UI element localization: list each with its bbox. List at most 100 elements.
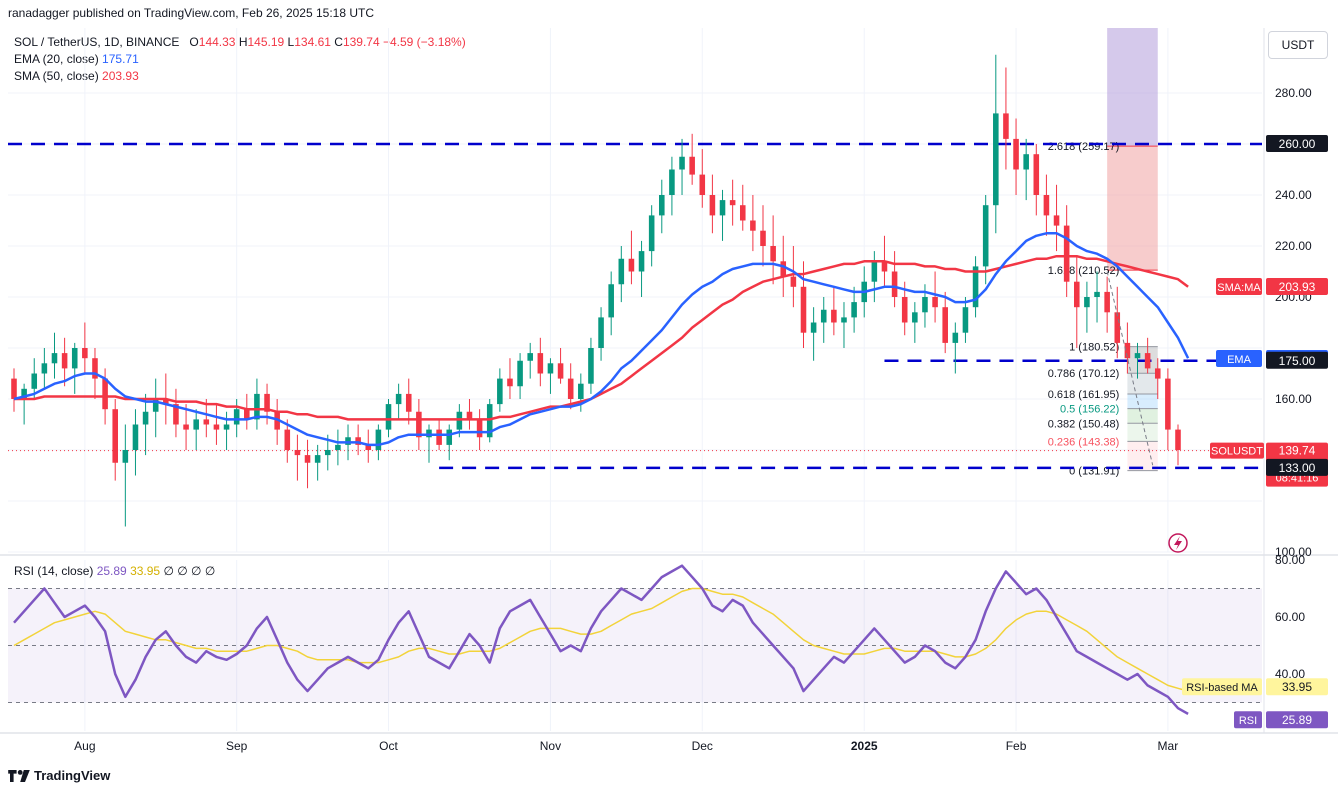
high-label: H xyxy=(238,35,248,49)
candle-body xyxy=(71,348,78,369)
rsi-legend: RSI (14, close) 25.89 33.95 ∅ ∅ ∅ ∅ xyxy=(14,564,215,578)
candle-body xyxy=(1175,429,1181,450)
candle-body xyxy=(294,450,301,456)
candle-body xyxy=(1033,154,1040,195)
candle-body xyxy=(841,317,847,323)
candle-body xyxy=(547,363,554,374)
candle-body xyxy=(21,388,27,399)
candle-body xyxy=(638,251,645,272)
candle-body xyxy=(233,409,240,425)
fib-retracement-band xyxy=(1127,408,1158,424)
fib-label: 0.5 (156.22) xyxy=(1060,404,1119,416)
candle-body xyxy=(416,411,422,438)
candle-body xyxy=(659,195,665,216)
rsi-value: 25.89 xyxy=(96,564,127,578)
rsi-price-value: 33.95 xyxy=(1282,680,1312,694)
candle-body xyxy=(254,393,260,420)
candle-body xyxy=(1134,353,1141,359)
level-price-label: 133.00 xyxy=(1279,461,1316,475)
open-value: 144.33 xyxy=(198,35,236,49)
candle-body xyxy=(608,284,614,318)
rsi-price-value: 25.89 xyxy=(1282,713,1312,727)
candle-body xyxy=(173,404,179,425)
rsi-name-label: RSI xyxy=(1239,715,1257,727)
candle-body xyxy=(132,424,139,450)
candle-body xyxy=(679,156,685,170)
candle-body xyxy=(1043,195,1050,216)
candle-body xyxy=(92,358,98,379)
fib-extension-zone xyxy=(1107,28,1158,147)
close-label: C xyxy=(334,35,343,49)
price-axis-label: 220.00 xyxy=(1275,239,1312,253)
candle-body xyxy=(972,266,979,308)
candle-body xyxy=(82,348,88,359)
time-axis-label: 2025 xyxy=(851,739,878,753)
fib-label: 0.236 (143.38) xyxy=(1048,436,1120,448)
symbol-label: SOL / TetherUS, 1D, BINANCE xyxy=(14,35,180,49)
candle-body xyxy=(476,419,483,438)
candle-body xyxy=(962,307,969,333)
rsi-line xyxy=(13,564,1189,715)
price-axis-label: 160.00 xyxy=(1275,392,1312,406)
candle-body xyxy=(1053,215,1060,226)
fib-target-zone xyxy=(1107,146,1158,271)
projection-line xyxy=(1106,271,1154,466)
candle-body xyxy=(1165,378,1171,430)
fib-label: 2.618 (259.17) xyxy=(1048,141,1120,153)
time-axis-label: Mar xyxy=(1158,739,1179,753)
indicator-name-tag xyxy=(1216,349,1262,367)
indicator-name-tag xyxy=(1216,277,1262,295)
low-value: 134.61 xyxy=(294,35,331,49)
price-axis-label: 280.00 xyxy=(1275,86,1312,100)
rsi-label: RSI (14, close) xyxy=(14,564,94,578)
candle-body xyxy=(1094,291,1100,297)
fib-label: 1.618 (210.52) xyxy=(1048,265,1120,277)
fib-retracement-band xyxy=(1127,441,1158,471)
candle-body xyxy=(780,261,787,277)
candle-body xyxy=(1003,113,1009,139)
candle-body xyxy=(790,276,797,287)
candle-body xyxy=(436,429,442,445)
fib-label: 1 (180.52) xyxy=(1069,342,1119,354)
candle-body xyxy=(719,200,726,216)
candle-body xyxy=(881,261,888,272)
symbol-tag xyxy=(1210,442,1264,459)
price-axis-label: 100.00 xyxy=(1275,545,1312,559)
candle-body xyxy=(163,399,169,405)
candle-body xyxy=(375,429,382,450)
candle-body xyxy=(456,411,463,430)
candle-body xyxy=(628,258,635,272)
candle-body xyxy=(1154,368,1161,379)
candle-body xyxy=(395,393,402,405)
ema-row[interactable]: EMA (20, close) 175.71 xyxy=(14,51,466,68)
candle-body xyxy=(557,363,564,379)
fib-retracement-band xyxy=(1127,394,1158,409)
sma-label: SMA (50, close) xyxy=(14,69,99,83)
level-price-label: 175.00 xyxy=(1279,354,1316,368)
candle-body xyxy=(264,393,270,412)
rsi-price-tag xyxy=(1266,678,1328,696)
candle-body xyxy=(385,404,392,430)
candle-body xyxy=(213,424,220,430)
candle-body xyxy=(820,309,827,323)
sma-row[interactable]: SMA (50, close) 203.93 xyxy=(14,68,466,85)
candle-body xyxy=(588,348,594,384)
time-axis-label: Sep xyxy=(226,739,248,753)
candle-body xyxy=(1104,291,1110,313)
currency-button[interactable]: USDT xyxy=(1268,31,1328,59)
candle-body xyxy=(466,411,473,420)
lightning-icon xyxy=(1174,536,1182,550)
rsi-name-label: RSI-based MA xyxy=(1186,682,1258,694)
indicator-price-tag xyxy=(1266,277,1328,295)
fib-retracement-band xyxy=(1127,423,1158,442)
tradingview-brand[interactable]: TradingView xyxy=(8,768,110,783)
candle-body xyxy=(284,429,291,450)
candle-body xyxy=(891,271,898,297)
candle-body xyxy=(355,437,361,445)
candle-body xyxy=(507,378,513,387)
candle-body xyxy=(203,419,210,425)
candle-body xyxy=(901,297,908,323)
indicator-name-label: EMA xyxy=(1227,354,1252,366)
rsi-name-tag xyxy=(1182,678,1262,696)
